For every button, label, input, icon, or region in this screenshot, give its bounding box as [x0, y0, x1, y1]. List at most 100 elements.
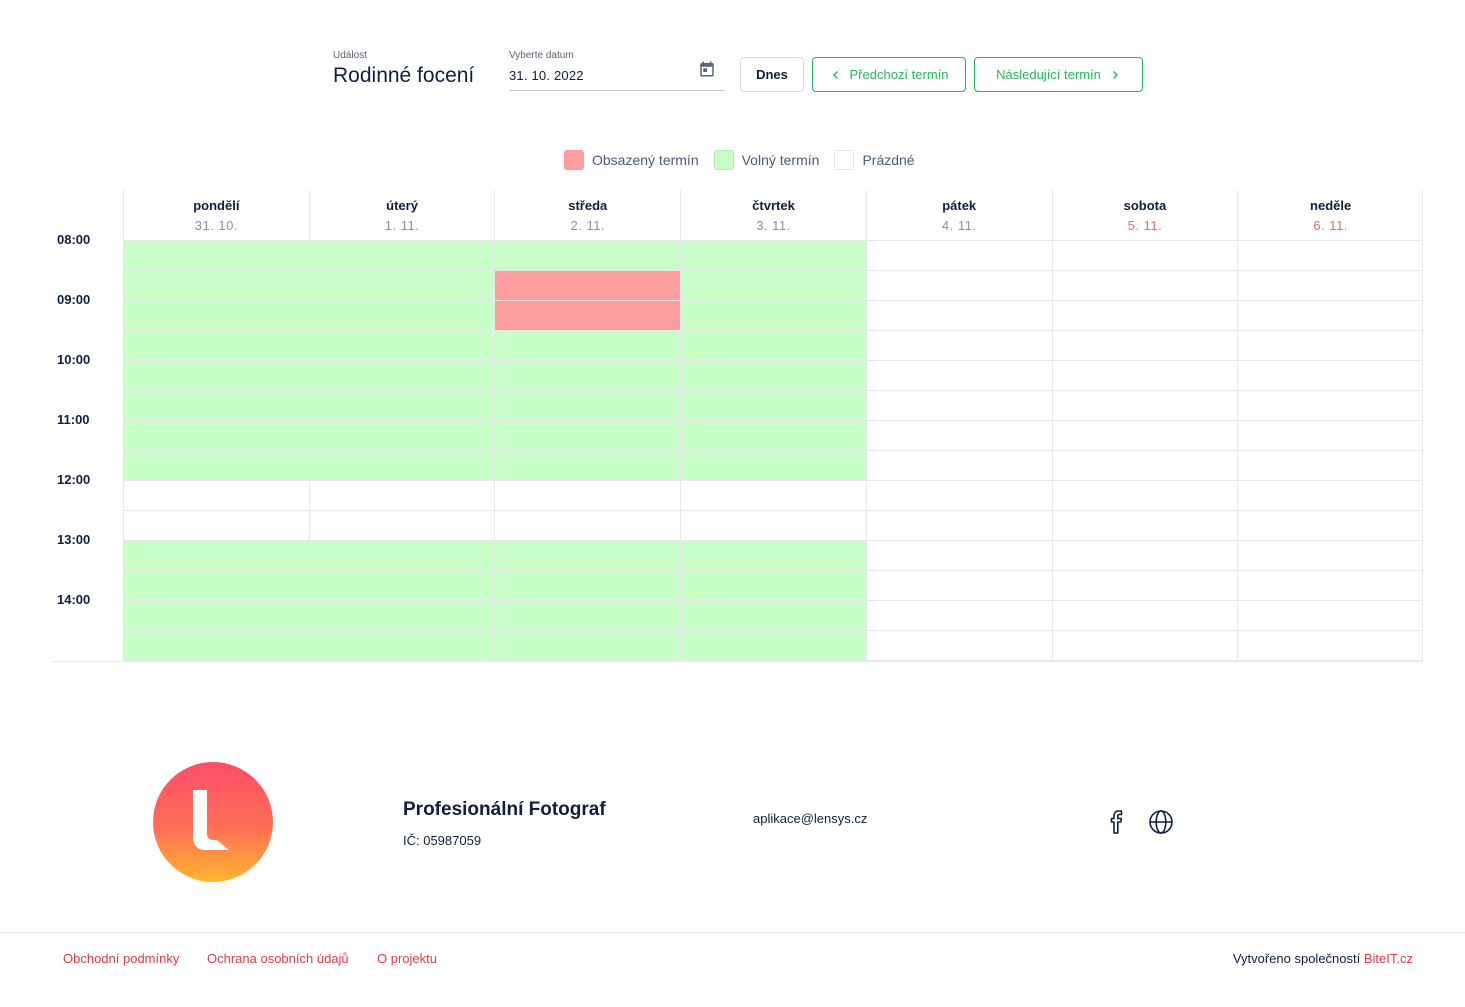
calendar-grid [123, 240, 1423, 661]
day-name: pondělí [193, 198, 240, 213]
credit-prefix: Vytvořeno společností [1232, 951, 1361, 966]
free-slot[interactable] [494, 630, 681, 660]
free-slot[interactable] [123, 540, 309, 570]
previous-slot-button[interactable]: Předchozí termín [812, 57, 966, 92]
privacy-link[interactable]: Ochrana osobních údajů [207, 951, 349, 966]
calendar-icon[interactable] [698, 60, 716, 78]
credit-link[interactable]: BiteIT.cz [1363, 951, 1413, 966]
free-slot[interactable] [308, 630, 495, 660]
free-slot[interactable] [680, 330, 866, 360]
legend-label-free: Volný termín [741, 152, 820, 168]
day-date: 2. 11. [570, 218, 606, 233]
credit: Vytvořeno společností BiteIT.cz [1233, 951, 1413, 966]
grid-row-line [123, 240, 1423, 241]
contact-email[interactable]: aplikace@lensys.cz [753, 811, 868, 826]
free-slot[interactable] [494, 540, 681, 570]
day-header: sobota 5. 11. [1051, 190, 1238, 240]
time-label: 09:00 [57, 292, 91, 307]
time-label: 14:00 [57, 592, 91, 607]
free-slot[interactable] [308, 240, 495, 270]
free-slot[interactable] [123, 300, 309, 330]
grid-column-line [1237, 240, 1239, 661]
free-slot[interactable] [308, 300, 495, 330]
calendar-right-border [1422, 190, 1423, 662]
free-slot[interactable] [123, 570, 309, 600]
free-slot[interactable] [494, 600, 681, 630]
day-header: úterý 1. 11. [308, 190, 495, 240]
free-slot[interactable] [123, 600, 309, 630]
free-slot[interactable] [680, 600, 866, 630]
previous-slot-label: Předchozí termín [849, 67, 949, 82]
day-date: 5. 11. [1127, 218, 1163, 233]
free-slot[interactable] [123, 390, 309, 420]
chevron-left-icon [832, 70, 838, 79]
legend-item-free: Volný termín [713, 150, 820, 170]
free-slot[interactable] [308, 330, 495, 360]
grid-row-line [123, 300, 1423, 301]
grid-column-line [680, 240, 682, 661]
about-link[interactable]: O projektu [377, 951, 437, 966]
time-label: 11:00 [57, 412, 90, 427]
free-slot[interactable] [308, 420, 495, 450]
free-slot[interactable] [308, 570, 495, 600]
free-slot[interactable] [123, 420, 309, 450]
grid-row-line [123, 510, 1423, 511]
terms-link[interactable]: Obchodní podmínky [63, 951, 180, 966]
free-slot[interactable] [308, 360, 495, 390]
free-slot[interactable] [308, 390, 495, 420]
free-slot[interactable] [680, 630, 866, 660]
free-slot[interactable] [494, 360, 681, 390]
legend-label-empty: Prázdné [862, 152, 915, 168]
free-slot[interactable] [308, 540, 495, 570]
free-slot[interactable] [680, 360, 866, 390]
free-slot[interactable] [680, 570, 866, 600]
free-slot[interactable] [308, 600, 495, 630]
free-slot[interactable] [308, 450, 495, 480]
free-slot[interactable] [494, 570, 681, 600]
day-name: sobota [1123, 198, 1167, 213]
time-label: 12:00 [57, 472, 91, 487]
grid-row-line [123, 360, 1423, 361]
legend-item-empty: Prázdné [834, 150, 915, 170]
day-header: čtvrtek 3. 11. [680, 190, 866, 240]
date-picker[interactable]: Vyberte datum 31. 10. 2022 [509, 50, 724, 91]
busy-slot [494, 300, 681, 330]
free-slot[interactable] [680, 540, 866, 570]
free-slot[interactable] [123, 450, 309, 480]
grid-row-line [123, 390, 1423, 391]
free-slot[interactable] [680, 270, 866, 300]
grid-column-line [123, 240, 124, 661]
free-slot[interactable] [123, 630, 309, 660]
free-slot[interactable] [494, 420, 681, 450]
free-slot[interactable] [494, 330, 681, 360]
globe-icon[interactable] [1148, 808, 1174, 836]
free-slot[interactable] [680, 420, 866, 450]
event-label: Událost [333, 50, 367, 61]
free-slot[interactable] [123, 360, 309, 390]
today-button[interactable]: Dnes [740, 57, 804, 92]
day-name: úterý [386, 198, 418, 213]
free-slot[interactable] [308, 270, 495, 300]
free-slot[interactable] [494, 390, 681, 420]
time-label: 13:00 [57, 532, 91, 547]
free-slot[interactable] [123, 240, 309, 270]
free-slot[interactable] [494, 240, 681, 270]
day-header: neděle 6. 11. [1237, 190, 1423, 240]
free-slot[interactable] [680, 450, 866, 480]
grid-column-line [494, 240, 496, 661]
free-slot[interactable] [680, 240, 866, 270]
free-slot[interactable] [680, 300, 866, 330]
free-slot[interactable] [494, 450, 681, 480]
free-slot[interactable] [123, 330, 309, 360]
grid-row-line [123, 450, 1423, 451]
time-label: 08:00 [57, 232, 91, 247]
free-slot[interactable] [680, 390, 866, 420]
next-slot-button[interactable]: Následující termín [974, 57, 1143, 92]
date-picker-value[interactable]: 31. 10. 2022 [509, 68, 584, 83]
company-id: IČ: 05987059 [403, 833, 482, 848]
next-slot-label: Následující termín [996, 67, 1101, 82]
facebook-icon[interactable] [1104, 808, 1130, 836]
free-slot[interactable] [123, 270, 309, 300]
legend-label-busy: Obsazený termín [592, 152, 699, 168]
grid-row-line [123, 540, 1423, 541]
